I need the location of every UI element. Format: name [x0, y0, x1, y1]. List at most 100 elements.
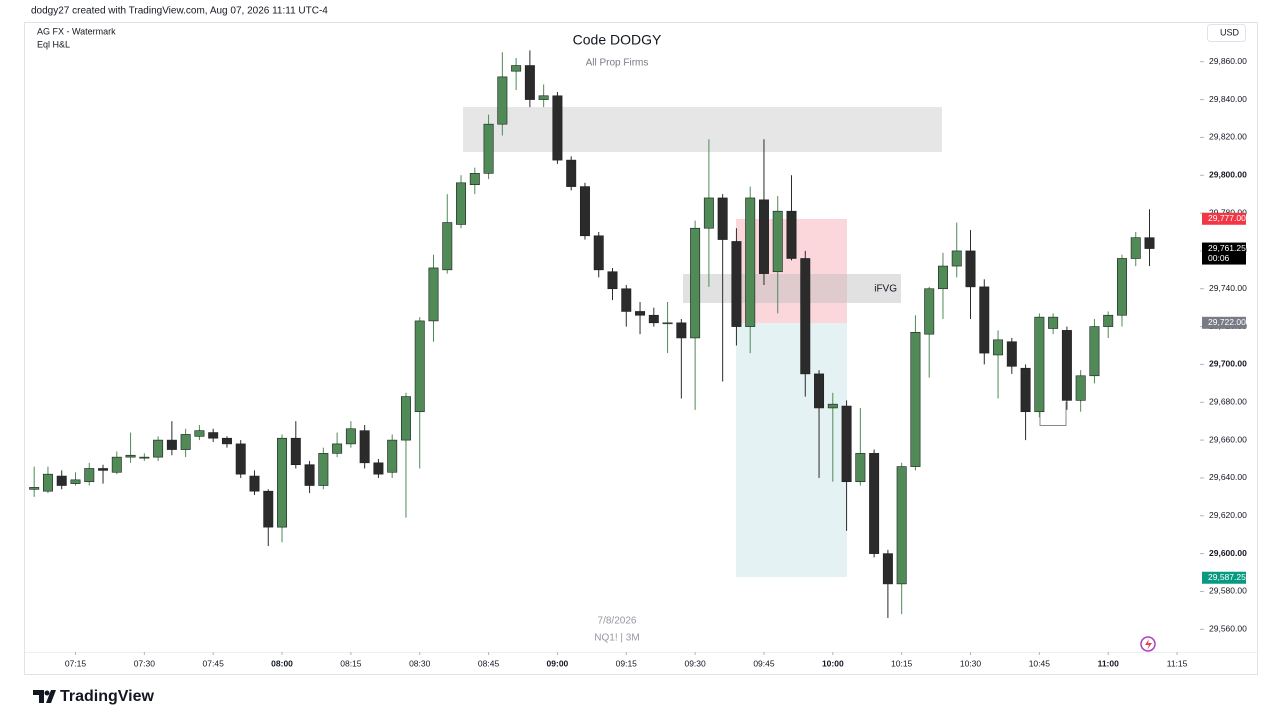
candle-body: [648, 314, 659, 324]
candle-body: [524, 65, 535, 100]
x-tick-label: 10:15: [891, 658, 913, 668]
target-zone: [736, 323, 847, 577]
candle-body: [951, 250, 962, 267]
candle-body: [635, 311, 646, 316]
candle-body: [1048, 316, 1059, 329]
candle-body: [538, 95, 549, 100]
y-tick-label: 29,840.00: [1209, 94, 1247, 104]
candle-body: [869, 453, 880, 554]
candle-body: [827, 403, 838, 409]
candle-body: [552, 95, 563, 161]
currency-button[interactable]: [1207, 24, 1246, 42]
candle-body: [1130, 237, 1141, 259]
x-tick-label: 10:30: [960, 658, 982, 668]
candle-body: [993, 339, 1004, 356]
candle-body: [180, 434, 191, 450]
candle-body: [70, 479, 81, 484]
candle-body: [111, 456, 122, 473]
y-tick-label: 29,620.00: [1209, 510, 1247, 520]
candle-body: [593, 235, 604, 271]
candle-body: [1075, 375, 1086, 401]
candle-body: [139, 456, 150, 459]
y-tick-label: 29,800.00: [1209, 169, 1247, 179]
candle-body: [1020, 367, 1031, 413]
date-label: 7/8/2026: [598, 616, 637, 627]
equal-lows-bracket: [1039, 402, 1067, 426]
candle-body: [937, 265, 948, 290]
y-tick-label: 29,660.00: [1209, 434, 1247, 444]
chart-title: Code DODGY: [573, 32, 662, 48]
indicator: Eql H&L: [37, 39, 70, 49]
candle-body: [924, 288, 935, 335]
price-label: 29,722.00: [1208, 317, 1246, 327]
y-tick-label: 29,680.00: [1209, 397, 1247, 407]
price-label: 29,761.25: [1208, 243, 1246, 253]
x-tick-label: 10:45: [1029, 658, 1051, 668]
alert-bolt: [1145, 639, 1152, 650]
x-tick-label: 10:00: [822, 658, 844, 668]
candle-body: [1116, 258, 1127, 316]
candle-body: [703, 197, 714, 229]
x-tick-label: 09:00: [547, 658, 569, 668]
candle-body: [373, 462, 384, 475]
candle-body: [125, 454, 136, 458]
candle-body: [318, 453, 329, 486]
candle-body: [758, 199, 769, 274]
fvg-label: iFVG: [874, 284, 897, 295]
y-tick-label: 29,820.00: [1209, 132, 1247, 142]
candle-body: [855, 453, 866, 483]
candle-body: [194, 430, 205, 437]
y-tick-label: 29,640.00: [1209, 472, 1247, 482]
currency: USD: [1220, 27, 1240, 37]
candle-body: [332, 443, 343, 454]
x-tick-label: 09:15: [616, 658, 638, 668]
header: dodgy27 created with TradingView.com, Au…: [31, 6, 328, 17]
candle-body: [345, 428, 356, 445]
candle-body: [208, 432, 219, 439]
chart-frame: [24, 22, 1258, 675]
candle-body: [263, 490, 274, 528]
supply-zone: [463, 107, 942, 152]
alert-icon[interactable]: [1140, 636, 1156, 652]
x-tick-label: 11:15: [1167, 658, 1188, 668]
candle-body: [786, 210, 797, 259]
candle-body: [387, 439, 398, 473]
x-tick-label: 08:15: [340, 658, 362, 668]
candle-body: [442, 222, 453, 271]
brand-logo: [33, 690, 56, 703]
candle-body: [414, 320, 425, 413]
price-label: 29,587.25: [1208, 572, 1246, 582]
candle-body: [841, 405, 852, 483]
y-tick-label: 29,740.00: [1209, 283, 1247, 293]
candle-body: [676, 322, 687, 339]
price-label-box: [1202, 571, 1246, 584]
candle-body: [428, 267, 439, 322]
brand-logo-dot: [44, 690, 50, 696]
candle-body: [1089, 326, 1100, 377]
candle-body: [1006, 341, 1017, 367]
x-tick-label: 08:00: [271, 658, 293, 668]
candle-body: [621, 288, 632, 312]
candle-body: [566, 159, 577, 187]
x-tick-label: 08:30: [409, 658, 431, 668]
candle-body: [153, 439, 164, 458]
candle-body: [166, 439, 177, 450]
candle-body: [497, 76, 508, 125]
candle-body: [221, 437, 232, 445]
price-label-box: [1202, 242, 1246, 265]
candle-body: [290, 437, 301, 466]
x-tick-label: 08:45: [478, 658, 500, 668]
candle-body: [277, 437, 288, 528]
y-tick-label: 29,700.00: [1209, 359, 1247, 369]
candle-body: [690, 227, 701, 339]
brand: TradingView: [60, 688, 155, 705]
candle-body: [1034, 316, 1045, 413]
price-label-box: [1202, 316, 1246, 329]
symbol-label: NQ1! | 3M: [594, 633, 639, 644]
candle-body: [745, 197, 756, 327]
candle-body: [910, 331, 921, 467]
candle-body: [965, 250, 976, 288]
candle-body: [84, 468, 95, 483]
candle-body: [579, 186, 590, 237]
x-tick-label: 09:30: [684, 658, 706, 668]
